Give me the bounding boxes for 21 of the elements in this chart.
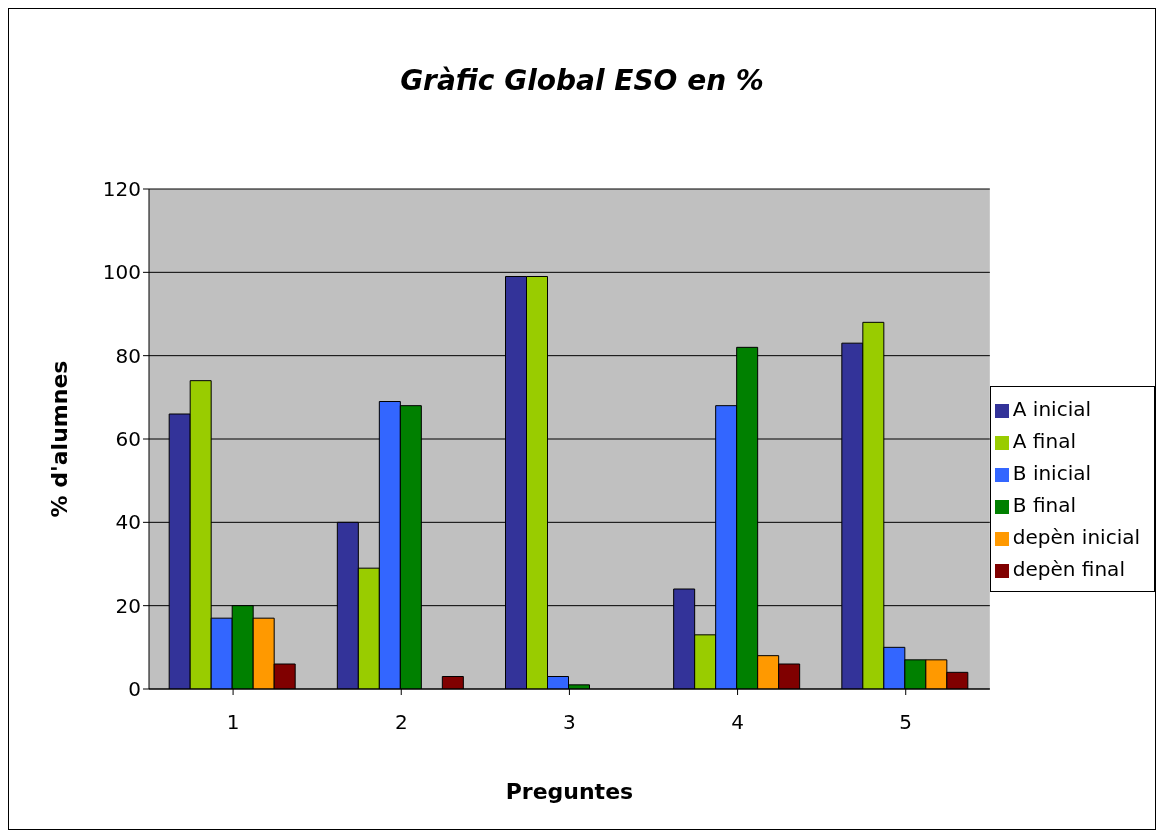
x-tick-label: 5 — [899, 710, 913, 735]
x-tick-label: 4 — [731, 710, 744, 735]
y-tick-label: 0 — [128, 677, 141, 702]
legend-label: B inicial — [1012, 461, 1092, 485]
legend-label: A final — [1012, 429, 1076, 453]
y-tick-label: 60 — [115, 427, 141, 452]
legend-label: depèn inicial — [1012, 525, 1140, 549]
x-tick-label: 3 — [563, 710, 576, 735]
x-axis-title: Preguntes — [505, 779, 634, 804]
y-tick-label: 20 — [115, 593, 141, 618]
chart-title: Gràfic Global ESO en % — [399, 64, 765, 97]
legend-label: depèn final — [1012, 557, 1125, 581]
y-tick-label: 40 — [115, 510, 141, 535]
legend-label: A inicial — [1012, 397, 1092, 421]
x-tick-label: 1 — [226, 710, 240, 735]
y-tick-label: 120 — [102, 177, 141, 202]
legend-label: B final — [1012, 493, 1076, 517]
y-axis-title: % d'alumnes — [46, 360, 72, 518]
y-tick-label: 80 — [115, 343, 141, 368]
x-tick-label: 2 — [394, 710, 408, 735]
y-tick-label: 100 — [102, 260, 141, 285]
